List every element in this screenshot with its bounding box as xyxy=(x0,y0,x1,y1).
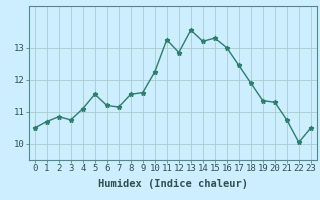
X-axis label: Humidex (Indice chaleur): Humidex (Indice chaleur) xyxy=(98,179,248,189)
